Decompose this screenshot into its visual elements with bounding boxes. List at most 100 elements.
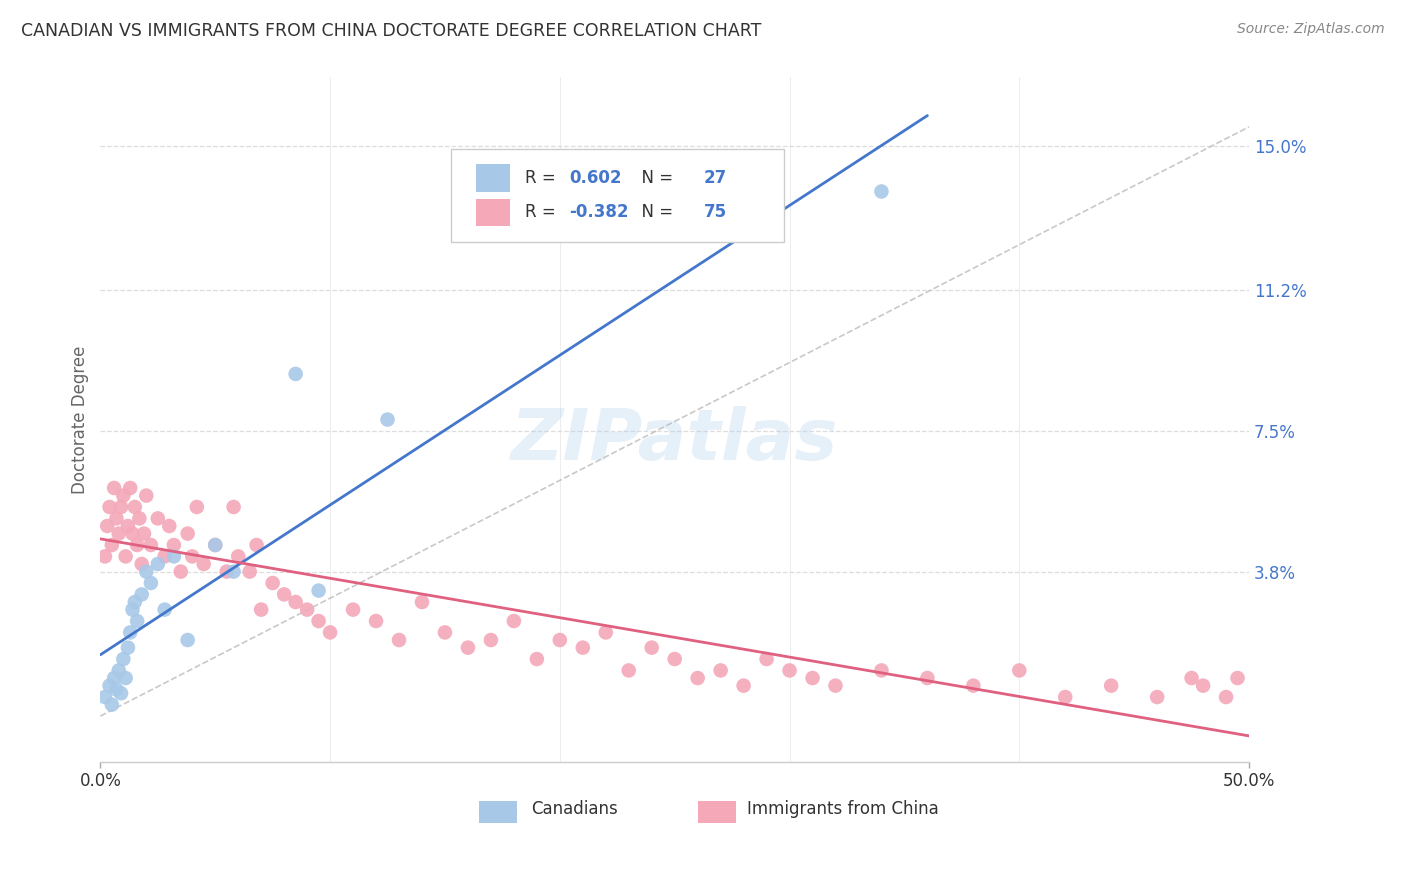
Point <box>870 664 893 678</box>
Point <box>1054 690 1077 704</box>
Point <box>1192 679 1215 693</box>
Point <box>98 679 121 693</box>
Point <box>124 500 146 514</box>
Point <box>664 652 686 666</box>
Text: Immigrants from China: Immigrants from China <box>747 800 939 818</box>
Point <box>110 500 132 514</box>
Point <box>295 602 318 616</box>
Point <box>824 679 846 693</box>
Text: -0.382: -0.382 <box>569 203 628 221</box>
Point <box>176 526 198 541</box>
Point <box>101 698 124 712</box>
Text: Source: ZipAtlas.com: Source: ZipAtlas.com <box>1237 22 1385 37</box>
Point <box>755 652 778 666</box>
Point <box>284 595 307 609</box>
Point <box>117 519 139 533</box>
Point <box>342 602 364 616</box>
Text: 75: 75 <box>703 203 727 221</box>
Point <box>917 671 939 685</box>
Point <box>595 625 617 640</box>
Point <box>308 614 330 628</box>
Point <box>262 576 284 591</box>
Point <box>110 686 132 700</box>
Point <box>98 500 121 514</box>
Point <box>157 519 180 533</box>
Point <box>457 640 479 655</box>
Point <box>1008 664 1031 678</box>
Point <box>146 557 169 571</box>
Point <box>433 625 456 640</box>
Point <box>131 587 153 601</box>
Point <box>204 538 226 552</box>
Point <box>273 587 295 601</box>
Point <box>101 538 124 552</box>
FancyBboxPatch shape <box>697 801 735 823</box>
Point <box>120 481 142 495</box>
Point <box>163 538 186 552</box>
Point <box>103 671 125 685</box>
Point <box>181 549 204 564</box>
Point <box>962 679 984 693</box>
Point <box>153 549 176 564</box>
Point <box>411 595 433 609</box>
Text: 27: 27 <box>703 169 727 187</box>
Point <box>1226 671 1249 685</box>
Point <box>128 511 150 525</box>
Point <box>139 538 162 552</box>
Text: R =: R = <box>526 203 561 221</box>
Text: N =: N = <box>631 203 679 221</box>
Text: 0.602: 0.602 <box>569 169 621 187</box>
Point <box>870 185 893 199</box>
Point <box>1099 679 1122 693</box>
Point <box>245 538 267 552</box>
Point <box>107 664 129 678</box>
Point <box>124 595 146 609</box>
FancyBboxPatch shape <box>479 801 517 823</box>
Point <box>107 526 129 541</box>
Point <box>377 412 399 426</box>
FancyBboxPatch shape <box>451 149 783 242</box>
Point <box>131 557 153 571</box>
Point <box>801 671 824 685</box>
Point <box>479 633 502 648</box>
FancyBboxPatch shape <box>477 199 510 226</box>
Point <box>617 664 640 678</box>
Point <box>284 367 307 381</box>
Point <box>572 640 595 655</box>
Point <box>239 565 262 579</box>
Point <box>153 602 176 616</box>
Text: N =: N = <box>631 169 679 187</box>
Point <box>96 519 118 533</box>
Point <box>135 489 157 503</box>
Point <box>364 614 387 628</box>
Point <box>641 640 664 655</box>
Point <box>388 633 411 648</box>
Point <box>308 583 330 598</box>
Point <box>222 500 245 514</box>
Point <box>121 526 143 541</box>
Point <box>250 602 273 616</box>
Point <box>779 664 801 678</box>
Y-axis label: Doctorate Degree: Doctorate Degree <box>72 345 89 494</box>
Point <box>105 511 128 525</box>
Point <box>215 565 238 579</box>
Point <box>112 489 135 503</box>
Point <box>114 549 136 564</box>
Text: CANADIAN VS IMMIGRANTS FROM CHINA DOCTORATE DEGREE CORRELATION CHART: CANADIAN VS IMMIGRANTS FROM CHINA DOCTOR… <box>21 22 762 40</box>
Point <box>139 576 162 591</box>
Point <box>710 664 733 678</box>
Point <box>120 625 142 640</box>
Point <box>502 614 524 628</box>
Point <box>319 625 342 640</box>
Point <box>94 549 117 564</box>
Text: R =: R = <box>526 169 561 187</box>
Point <box>1215 690 1237 704</box>
Point <box>127 538 149 552</box>
Point <box>117 640 139 655</box>
Point <box>94 690 117 704</box>
Point <box>204 538 226 552</box>
Point <box>170 565 193 579</box>
Point <box>193 557 215 571</box>
Point <box>132 526 155 541</box>
Point <box>163 549 186 564</box>
